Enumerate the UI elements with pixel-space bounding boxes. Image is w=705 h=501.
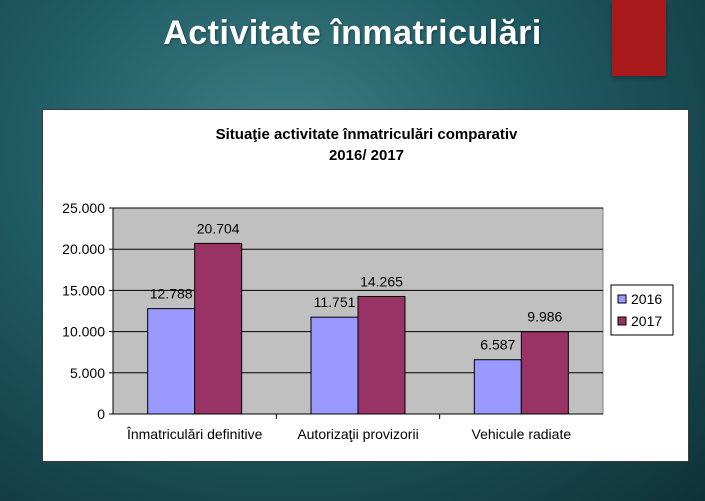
y-tick-label: 15.000 bbox=[62, 282, 105, 298]
x-tick-label: Vehicule radiate bbox=[472, 426, 572, 442]
bar-2017-0 bbox=[194, 242, 243, 415]
y-tick-label: 0 bbox=[97, 406, 105, 422]
y-tick-label: 10.000 bbox=[62, 324, 105, 340]
bar-2017-1 bbox=[357, 295, 406, 415]
chart-frame: Situaţie activitate înmatriculări compar… bbox=[42, 109, 689, 462]
y-tick-label: 20.000 bbox=[62, 241, 105, 257]
y-tick-label: 25.000 bbox=[62, 200, 105, 216]
x-tick-label: Autorizaţii provizorii bbox=[297, 426, 418, 442]
data-label: 12.788 bbox=[150, 286, 193, 302]
legend bbox=[610, 284, 674, 336]
data-label: 9.986 bbox=[527, 309, 562, 325]
bar-chart: 0 5.000 10.000 15.000 20.000 25.000 12.788 20.7… bbox=[62, 200, 674, 442]
bar-2016-0 bbox=[147, 308, 196, 415]
accent-bar bbox=[612, 0, 666, 76]
y-tick-label: 5.000 bbox=[70, 365, 105, 381]
x-tick-label: Înmatriculări definitive bbox=[126, 426, 263, 442]
chart-title: Situaţie activitate înmatriculări compar… bbox=[43, 124, 690, 166]
data-label: 6.587 bbox=[480, 337, 515, 353]
chart-title-line-2: 2016/ 2017 bbox=[328, 147, 405, 164]
chart-title-line-1: Situaţie activitate înmatriculări compar… bbox=[215, 126, 518, 143]
legend-swatch-2016 bbox=[617, 294, 627, 304]
bar-2016-2 bbox=[473, 359, 522, 415]
bar-2017-2 bbox=[520, 331, 569, 415]
legend-swatch-2017 bbox=[617, 316, 627, 326]
legend-label-2017: 2017 bbox=[631, 313, 662, 329]
data-label: 11.751 bbox=[314, 294, 356, 310]
data-label: 20.704 bbox=[197, 220, 240, 236]
bar-2016-1 bbox=[310, 316, 359, 415]
legend-label-2016: 2016 bbox=[631, 291, 662, 307]
slide-title: Activitate înmatriculări bbox=[163, 14, 542, 52]
data-label: 14.265 bbox=[360, 273, 403, 289]
